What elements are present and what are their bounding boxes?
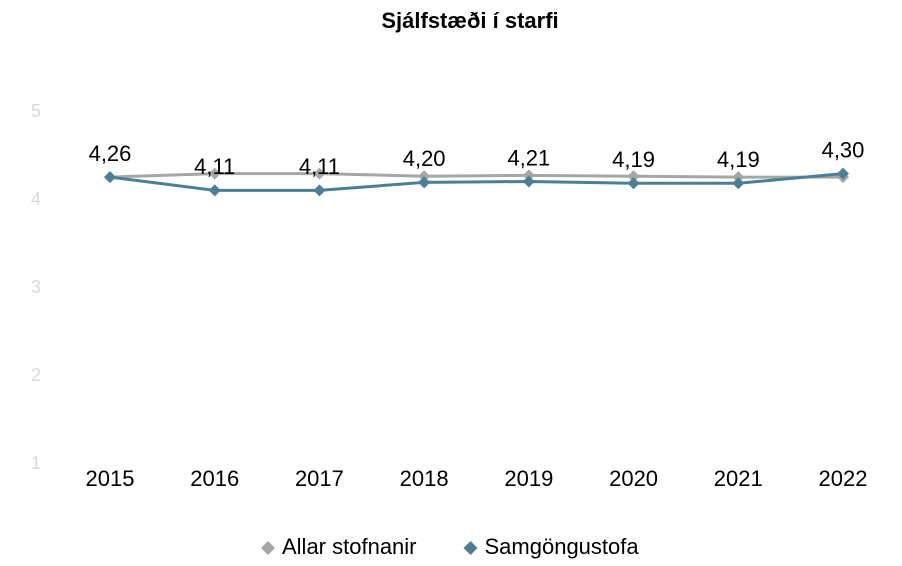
x-tick-label: 2016	[190, 466, 239, 491]
point-marker	[418, 170, 431, 183]
value-label: 4,11	[299, 154, 340, 179]
y-tick-label: 3	[31, 277, 41, 297]
point-marker	[627, 177, 640, 190]
value-label: 4,30	[822, 137, 865, 162]
legend-marker	[463, 541, 478, 555]
point-marker	[522, 175, 535, 188]
value-label: 4,19	[717, 147, 760, 172]
point-marker	[208, 184, 221, 197]
point-marker	[313, 167, 326, 180]
point-marker	[104, 171, 116, 184]
point-marker	[522, 169, 535, 182]
point-marker	[837, 167, 849, 180]
point-marker	[208, 167, 221, 180]
point-marker	[732, 171, 745, 184]
y-tick-label: 2	[31, 365, 41, 385]
x-tick-label: 2021	[714, 466, 763, 491]
x-tick-label: 2020	[609, 466, 658, 491]
value-label: 4,21	[507, 145, 550, 170]
y-tick-label: 4	[31, 189, 41, 209]
point-marker	[313, 184, 326, 197]
point-marker	[418, 176, 431, 189]
x-tick-label: 2015	[86, 466, 135, 491]
chart-title: Sjálfstæði í starfi	[381, 8, 558, 33]
series-line	[109, 172, 844, 192]
point-marker	[732, 177, 745, 190]
x-tick-label: 2019	[504, 466, 553, 491]
value-label: 4,19	[612, 147, 655, 172]
legend-marker	[261, 541, 275, 555]
value-label: 4,20	[403, 146, 446, 171]
x-tick-label: 2022	[819, 466, 868, 491]
series-line	[109, 172, 843, 179]
x-tick-label: 2018	[400, 466, 449, 491]
x-tick-label: 2017	[295, 466, 344, 491]
value-label: 4,11	[194, 154, 235, 179]
legend-label: Allar stofnanir	[282, 534, 417, 559]
y-tick-label: 1	[31, 453, 41, 473]
legend-label: Samgöngustofa	[485, 534, 640, 559]
point-marker	[627, 170, 640, 183]
value-label: 4,26	[89, 141, 132, 166]
y-tick-label: 5	[31, 101, 41, 121]
